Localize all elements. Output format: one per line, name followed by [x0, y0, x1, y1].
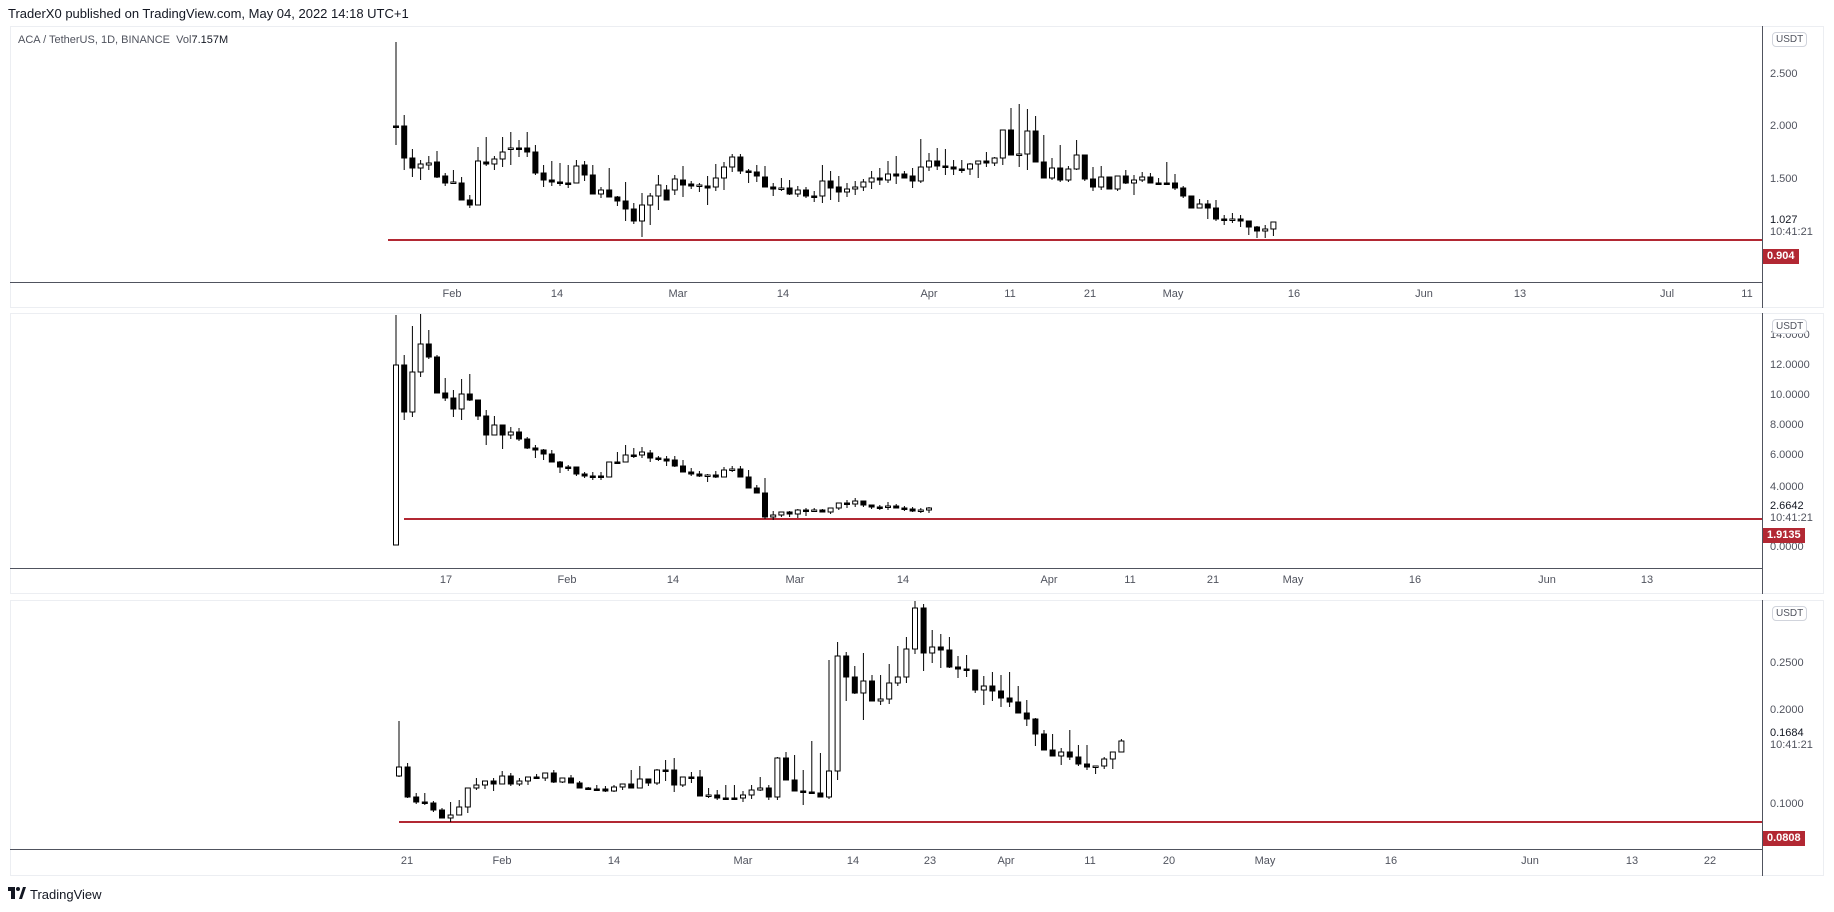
- x-tick-label: 16: [1287, 288, 1301, 300]
- last-price-label: 0.1684: [1770, 727, 1804, 739]
- y-tick-label: 1.500: [1770, 173, 1798, 185]
- y-tick-label: 8.0000: [1770, 419, 1804, 431]
- x-axis-1[interactable]: [10, 282, 1762, 309]
- support-price-badge: 1.9135: [1763, 528, 1805, 543]
- x-tick-label: Jun: [1538, 574, 1556, 586]
- symbol-legend: ACA / TetherUS, 1D, BINANCE Vol7.157M: [18, 34, 228, 46]
- x-tick-label: Feb: [442, 288, 462, 300]
- x-tick-label: 23: [923, 855, 937, 867]
- x-tick-label: 20: [1162, 855, 1176, 867]
- x-tick-label: 21: [400, 855, 414, 867]
- x-tick-label: 14: [846, 855, 860, 867]
- x-tick-label: 13: [1513, 288, 1527, 300]
- publish-info: TraderX0 published on TradingView.com, M…: [8, 6, 409, 21]
- last-price-label: 2.6642: [1770, 500, 1804, 512]
- x-tick-label: Jul: [1659, 288, 1675, 300]
- x-tick-label: Apr: [997, 855, 1015, 867]
- volume-label: Vol: [176, 34, 192, 46]
- support-price-badge: 0.904: [1763, 249, 1799, 264]
- tradingview-logo-icon: [8, 887, 26, 902]
- x-tick-label: 11: [1124, 574, 1136, 586]
- x-axis-3[interactable]: [10, 849, 1762, 876]
- tradingview-brand: TradingView: [30, 887, 102, 902]
- x-tick-label: Apr: [920, 288, 938, 300]
- x-tick-label: 14: [776, 288, 790, 300]
- x-tick-label: Apr: [1040, 574, 1058, 586]
- chart-panel-3[interactable]: [10, 600, 1824, 876]
- x-tick-label: 14: [607, 855, 621, 867]
- x-axis-2[interactable]: [10, 568, 1762, 595]
- x-tick-label: Jun: [1521, 855, 1539, 867]
- x-tick-label: Feb: [492, 855, 512, 867]
- x-tick-label: Jun: [1415, 288, 1433, 300]
- symbol-title: ACA / TetherUS, 1D, BINANCE: [18, 34, 171, 46]
- currency-button[interactable]: USDT: [1772, 606, 1808, 621]
- last-price-label: 1.027: [1770, 214, 1798, 226]
- x-tick-label: May: [1162, 288, 1184, 300]
- x-tick-label: 16: [1408, 574, 1422, 586]
- y-tick-label: 0.2500: [1770, 657, 1804, 669]
- tradingview-footer[interactable]: TradingView: [8, 887, 102, 902]
- y-axis-divider-1: [1762, 26, 1763, 308]
- chart-panel-2[interactable]: [10, 313, 1824, 594]
- currency-button[interactable]: USDT: [1772, 319, 1808, 334]
- y-tick-label: 2.500: [1770, 68, 1798, 80]
- x-tick-label: 13: [1640, 574, 1654, 586]
- x-tick-label: 21: [1083, 288, 1097, 300]
- x-tick-label: 11: [1741, 288, 1753, 300]
- x-tick-label: 22: [1703, 855, 1717, 867]
- chart-panel-1[interactable]: [10, 26, 1824, 308]
- x-tick-label: May: [1282, 574, 1304, 586]
- x-tick-label: Mar: [668, 288, 688, 300]
- volume-value: 7.157M: [191, 34, 229, 46]
- currency-button[interactable]: USDT: [1772, 32, 1808, 47]
- y-tick-label: 4.0000: [1770, 481, 1804, 493]
- countdown-label: 10:41:21: [1770, 739, 1813, 751]
- x-tick-label: Feb: [557, 574, 577, 586]
- countdown-label: 10:41:21: [1770, 512, 1813, 524]
- x-tick-label: 13: [1625, 855, 1639, 867]
- y-axis-divider-3: [1762, 600, 1763, 876]
- y-tick-label: 2.000: [1770, 120, 1798, 132]
- x-tick-label: 11: [1084, 855, 1096, 867]
- x-tick-label: 14: [550, 288, 564, 300]
- y-tick-label: 12.0000: [1770, 359, 1810, 371]
- y-tick-label: 10.0000: [1770, 389, 1810, 401]
- x-tick-label: 11: [1004, 288, 1016, 300]
- x-tick-label: 14: [666, 574, 680, 586]
- x-tick-label: Mar: [733, 855, 753, 867]
- y-tick-label: 6.0000: [1770, 449, 1804, 461]
- x-tick-label: 14: [896, 574, 910, 586]
- support-price-badge: 0.0808: [1763, 831, 1805, 846]
- y-axis-divider-2: [1762, 313, 1763, 594]
- countdown-label: 10:41:21: [1770, 226, 1813, 238]
- x-tick-label: 16: [1384, 855, 1398, 867]
- y-tick-label: 0.1000: [1770, 798, 1804, 810]
- x-tick-label: Mar: [785, 574, 805, 586]
- x-tick-label: 17: [439, 574, 453, 586]
- x-tick-label: May: [1254, 855, 1276, 867]
- x-tick-label: 21: [1206, 574, 1220, 586]
- y-tick-label: 0.2000: [1770, 704, 1804, 716]
- y-tick-label: 0.0000: [1770, 541, 1804, 553]
